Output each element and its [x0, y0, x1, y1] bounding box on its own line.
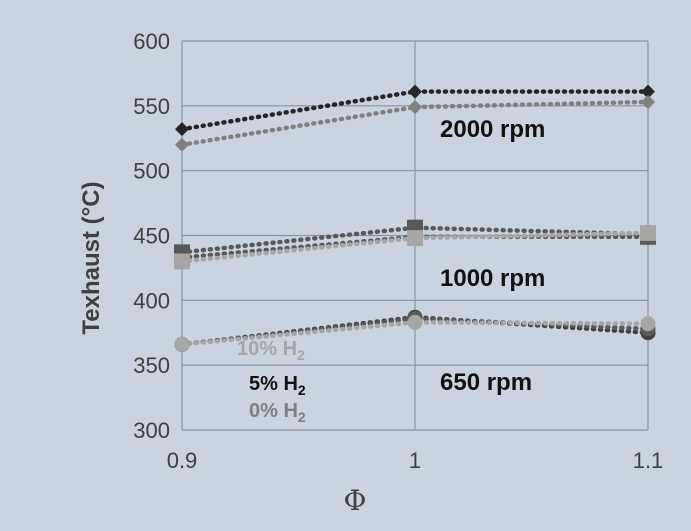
legend-subscript: 2 [298, 409, 306, 425]
legend-prefix: 10% H [237, 338, 297, 360]
data-point-diamond [175, 137, 189, 152]
series-line [179, 225, 651, 255]
data-point-diamond [408, 84, 422, 99]
annotation-2000-rpm: 2000 rpm [440, 116, 545, 143]
data-point-diamond [641, 84, 655, 99]
data-point-square [640, 224, 656, 241]
legend-subscript: 2 [297, 347, 305, 363]
y-tick-label: 600 [133, 29, 170, 54]
legend-subscript: 2 [298, 382, 306, 398]
data-point-diamond [641, 94, 655, 109]
y-tick-label: 500 [133, 159, 170, 184]
annotation-1000-rpm: 1000 rpm [440, 265, 545, 292]
data-point-circle [174, 336, 190, 352]
data-point-square [407, 230, 423, 247]
y-tick-label: 300 [133, 418, 170, 443]
x-tick-label: 1 [409, 448, 421, 473]
annotation-650-rpm: 650 rpm [440, 369, 532, 396]
y-tick-label: 550 [133, 94, 170, 119]
y-axis-title: Texhaust (°C) [78, 181, 105, 334]
legend-entry-10-h2: 10% H2 [237, 338, 305, 363]
data-point-square [174, 253, 190, 270]
legend-entry-0-h2: 0% H2 [249, 400, 306, 425]
legend-prefix: 5% H [249, 373, 298, 395]
data-point-diamond [175, 122, 189, 137]
x-axis-title: Φ [344, 484, 367, 517]
legend-entry-5-h2: 5% H2 [249, 373, 306, 398]
x-tick-label: 0.9 [167, 448, 198, 473]
legend-prefix: 0% H [249, 400, 298, 422]
legend: 10% H2 5% H2 0% H2 [237, 338, 306, 425]
y-tick-label: 350 [133, 353, 170, 378]
y-tick-labels: 300 350 400 450 500 550 600 [133, 29, 170, 443]
x-tick-labels: 0.9 1 1.1 [167, 448, 664, 473]
series-markers [174, 84, 656, 352]
x-tick-label: 1.1 [633, 448, 664, 473]
y-tick-label: 450 [133, 224, 170, 249]
data-point-circle [640, 316, 656, 332]
data-point-diamond [408, 100, 422, 115]
y-tick-label: 400 [133, 288, 170, 313]
data-point-circle [407, 314, 423, 330]
